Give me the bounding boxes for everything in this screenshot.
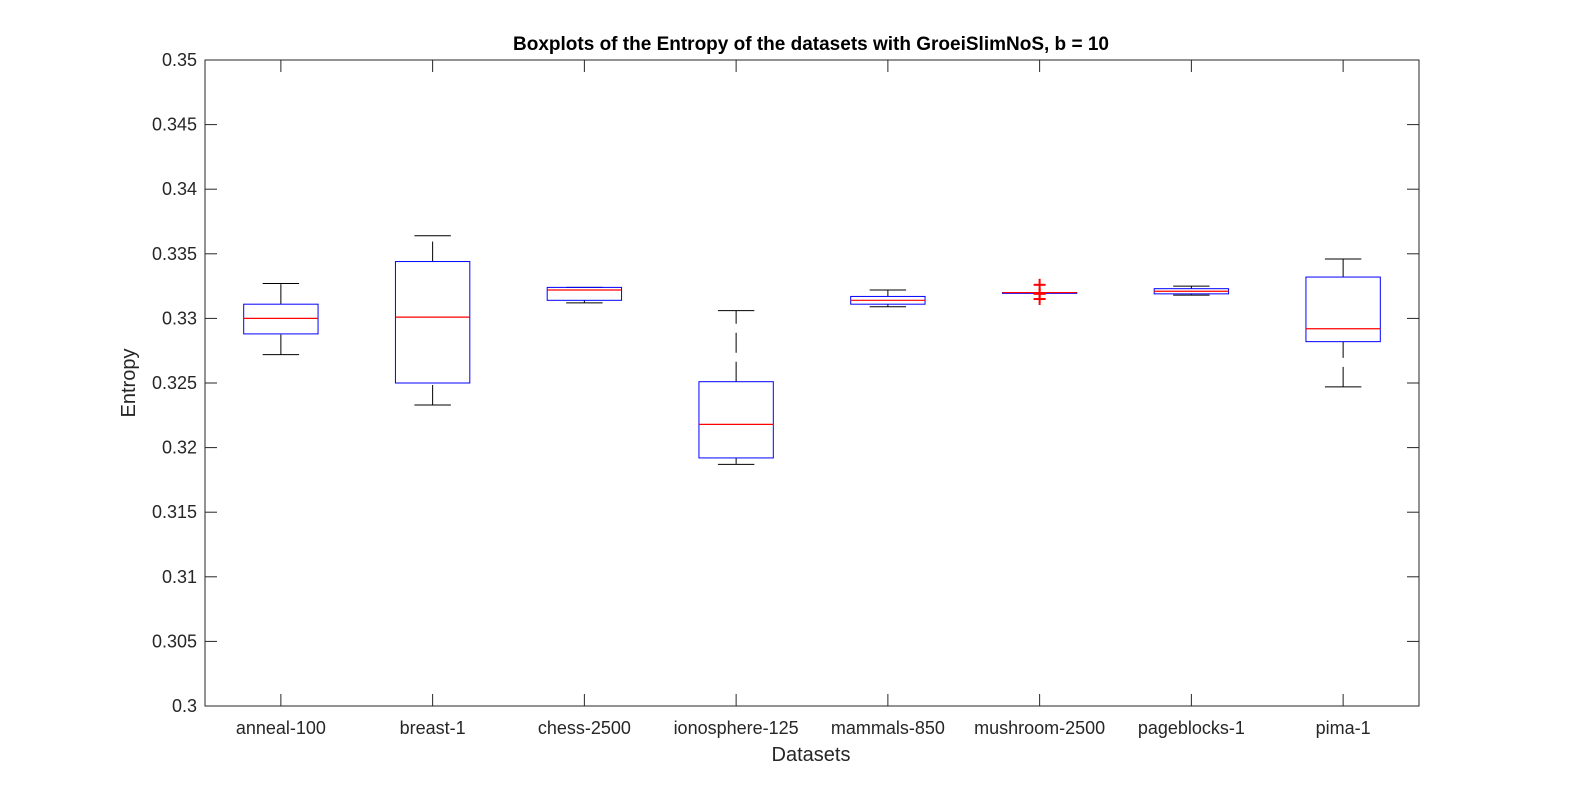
y-tick-label: 0.31 <box>162 567 197 587</box>
y-tick-label: 0.33 <box>162 308 197 328</box>
x-tick-label: anneal-100 <box>236 718 326 738</box>
box <box>394 261 471 384</box>
y-tick-label: 0.35 <box>162 50 197 70</box>
x-tick-label: mushroom-2500 <box>974 718 1105 738</box>
x-tick-label: mammals-850 <box>831 718 945 738</box>
x-tick-label: pageblocks-1 <box>1138 718 1245 738</box>
y-tick-label: 0.32 <box>162 438 197 458</box>
y-tick-label: 0.34 <box>162 179 197 199</box>
x-axis-label: Datasets <box>772 744 851 766</box>
y-tick-label: 0.315 <box>152 502 197 522</box>
x-tick-label: chess-2500 <box>538 718 631 738</box>
x-tick-label: breast-1 <box>400 718 466 738</box>
x-tick-label: pima-1 <box>1316 718 1371 738</box>
y-axis-label: Entropy <box>118 349 140 418</box>
x-tick-label: ionosphere-125 <box>674 718 799 738</box>
box <box>698 381 774 459</box>
y-tick-label: 0.335 <box>152 244 197 264</box>
y-tick-label: 0.325 <box>152 373 197 393</box>
box <box>546 286 623 301</box>
chart-title: Boxplots of the Entropy of the datasets … <box>513 34 1109 55</box>
y-tick-label: 0.305 <box>152 631 197 651</box>
box <box>1305 276 1381 343</box>
outlier-marker <box>1033 278 1046 291</box>
y-tick-label: 0.3 <box>172 696 197 716</box>
box <box>243 303 319 335</box>
y-tick-label: 0.345 <box>152 115 197 135</box>
